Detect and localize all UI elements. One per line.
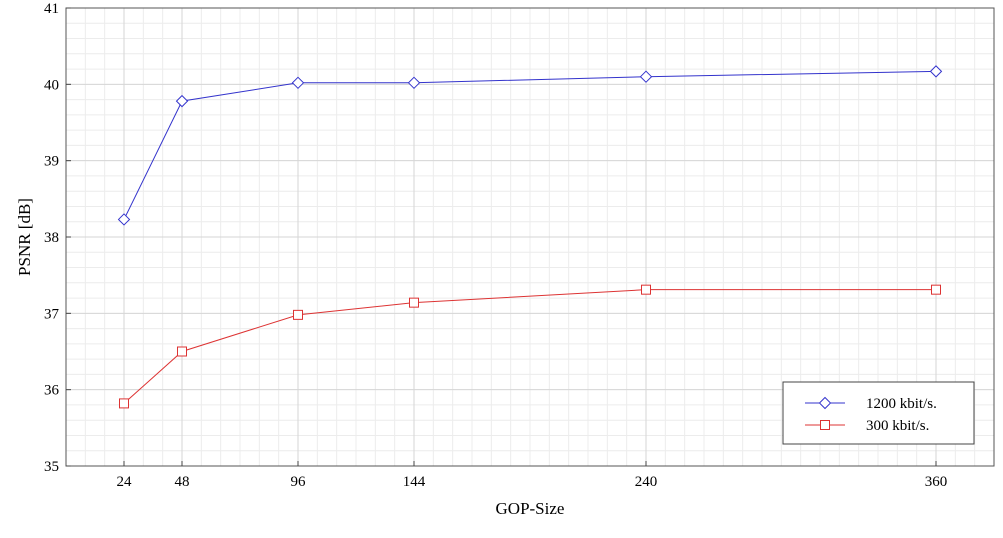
data-point-marker (177, 346, 187, 357)
x-axis-title: GOP-Size (496, 499, 565, 518)
series-low-bitrate (119, 284, 941, 409)
y-axis-ticks: 35 36 37 38 39 40 41 (44, 1, 71, 475)
data-point-marker (931, 284, 941, 295)
x-tick-label: 144 (403, 474, 426, 490)
x-tick-label: 24 (117, 474, 133, 490)
y-tick-label: 40 (44, 77, 59, 93)
legend-label: 1200 kbit/s. (866, 396, 937, 412)
data-point-marker (117, 213, 131, 226)
data-point-marker (119, 398, 129, 409)
y-tick-label: 37 (44, 306, 60, 322)
data-point-marker (639, 70, 653, 83)
x-tick-label: 96 (291, 474, 307, 490)
series-line (123, 289, 936, 404)
x-axis-ticks: 24 48 96 144 240 360 (117, 461, 948, 490)
y-tick-label: 36 (44, 383, 60, 399)
y-tick-label: 39 (44, 154, 59, 170)
data-point-marker (407, 76, 421, 90)
data-point-marker (641, 284, 651, 295)
data-point-marker (291, 76, 305, 90)
x-tick-label: 360 (925, 474, 948, 490)
y-axis-title: PSNR [dB] (15, 198, 34, 276)
series-line (123, 70, 937, 220)
legend: 1200 kbit/s. 300 kbit/s. (782, 381, 975, 445)
legend-box (782, 381, 975, 445)
data-point-marker (175, 94, 189, 108)
data-point-marker (293, 309, 303, 320)
x-tick-label: 240 (635, 474, 658, 490)
legend-label: 300 kbit/s. (866, 418, 929, 434)
y-tick-label: 35 (44, 459, 59, 475)
series-high-bitrate (117, 65, 943, 226)
data-point-marker (929, 65, 943, 78)
x-tick-label: 48 (175, 474, 190, 490)
legend-marker (818, 396, 832, 410)
data-point-marker (409, 297, 419, 308)
legend-entries: 1200 kbit/s. 300 kbit/s. (805, 396, 937, 434)
series-layer (117, 65, 943, 409)
legend-marker (820, 420, 830, 430)
y-tick-label: 38 (44, 230, 59, 246)
y-tick-label: 41 (44, 1, 59, 17)
